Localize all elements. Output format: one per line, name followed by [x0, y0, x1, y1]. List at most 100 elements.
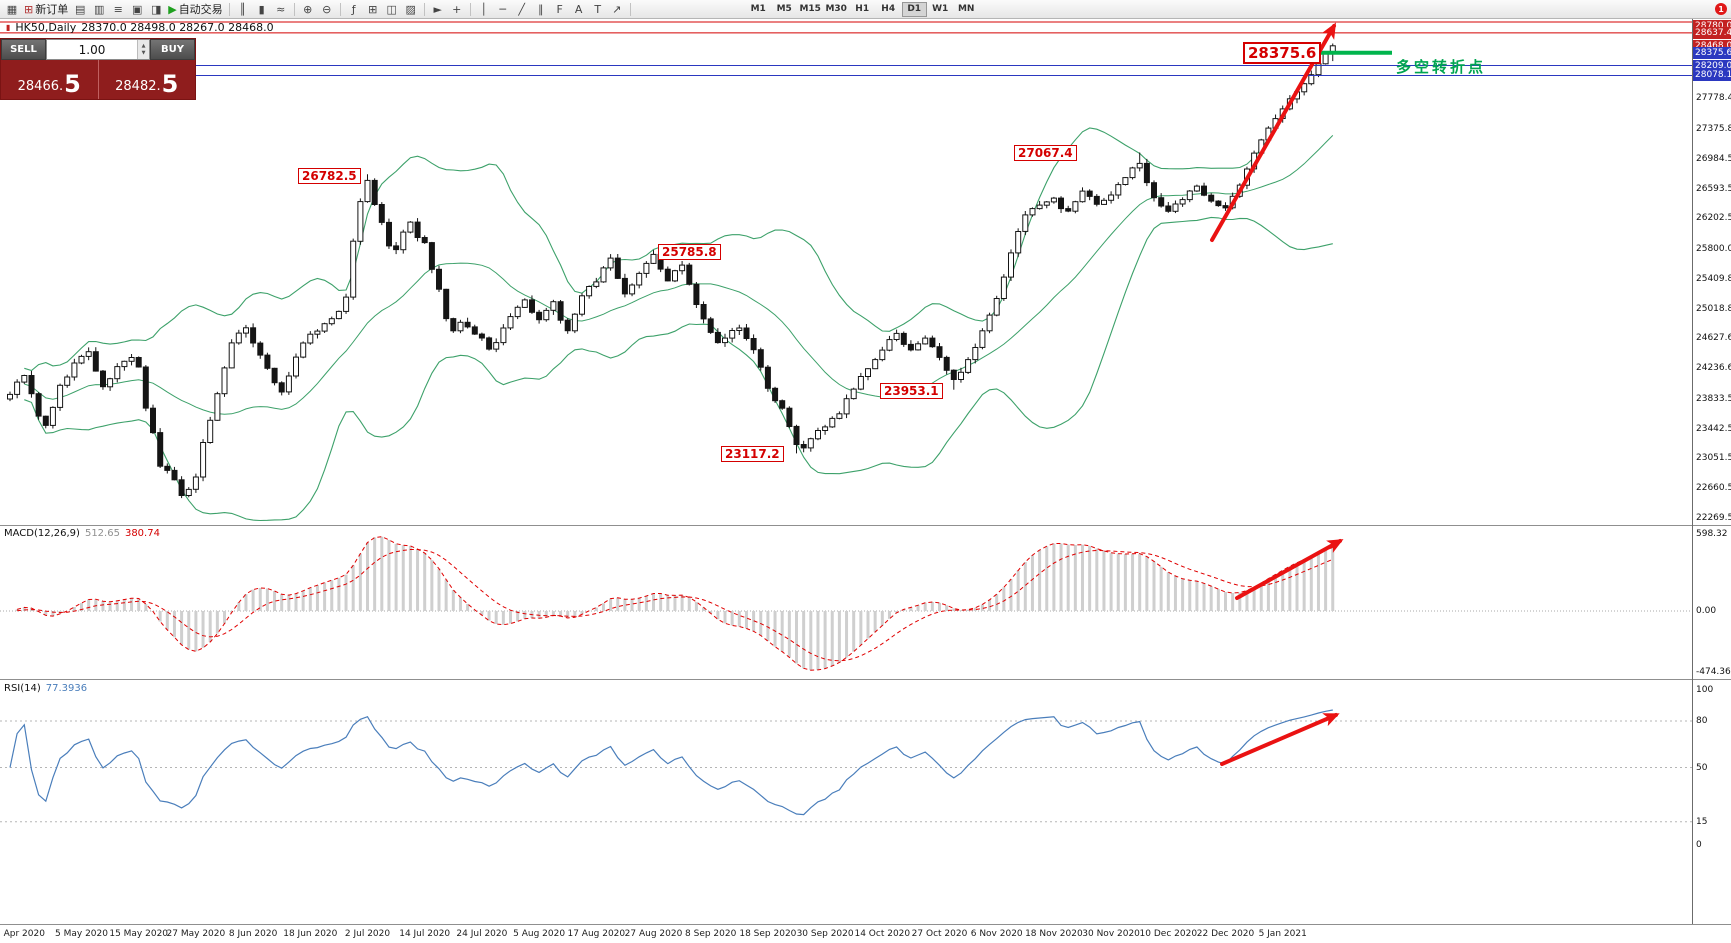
- price-axis-tick: 26202.5: [1696, 213, 1731, 224]
- main-chart-panel: [0, 21, 1692, 522]
- price-axis-border[interactable]: [1692, 19, 1693, 924]
- indicators-button[interactable]: ƒ: [345, 1, 363, 17]
- toolbar-separator: [469, 2, 471, 16]
- volume-stepper[interactable]: ▲ ▼: [137, 40, 149, 59]
- cursor-icon: ►: [433, 2, 442, 16]
- charts-icon-icon: ▦: [6, 2, 18, 16]
- grid-icon: ⊞: [368, 2, 378, 16]
- macd-rsi-separator[interactable]: [0, 679, 1731, 680]
- terminal-button[interactable]: ▣: [128, 1, 146, 17]
- price-callout[interactable]: 25785.8: [658, 244, 721, 260]
- label-button[interactable]: T: [589, 1, 607, 17]
- time-axis-label: 8 Sep 2020: [685, 929, 737, 939]
- channel-button[interactable]: ∥: [532, 1, 550, 17]
- timeframe-d1[interactable]: D1: [901, 1, 927, 17]
- bar-chart-icon: ║: [239, 2, 246, 16]
- sell-price[interactable]: 28466. 5: [1, 60, 98, 99]
- trendline-icon: ╱: [518, 2, 525, 16]
- horizontal-line-icon: ─: [499, 2, 506, 16]
- time-axis-label: 22 Dec 2020: [1196, 929, 1255, 939]
- timeframe-mn[interactable]: MN: [957, 4, 975, 14]
- time-axis-label: 5 May 2020: [55, 929, 108, 939]
- price-axis-tick: 27375.8: [1696, 123, 1731, 134]
- text-button[interactable]: A: [570, 1, 588, 17]
- volume-field[interactable]: 1.00 ▲ ▼: [46, 39, 150, 60]
- zoom-in-button[interactable]: ⊕: [299, 1, 317, 17]
- timeframe-h4[interactable]: H4: [881, 4, 896, 14]
- price-axis-tick: 23833.5: [1696, 393, 1731, 404]
- trend-arrow-object[interactable]: [1220, 713, 1340, 766]
- new-order-icon: ⊞: [24, 2, 34, 16]
- timeframe-m5[interactable]: M5: [776, 4, 792, 14]
- grid-button[interactable]: ⊞: [364, 1, 382, 17]
- timeframe-h1[interactable]: H1: [855, 4, 870, 14]
- time-axis-label: 5 Jan 2021: [1258, 929, 1307, 939]
- candlestick-chart-icon: ▮: [258, 2, 265, 16]
- navigator-button[interactable]: ≡: [109, 1, 127, 17]
- rsi-label: RSI(14) 77.3936: [4, 683, 87, 694]
- timeframe-w1[interactable]: W1: [932, 4, 949, 14]
- price-callout[interactable]: 27067.4: [1014, 145, 1077, 161]
- new-order-button[interactable]: ⊞ 新订单: [22, 1, 70, 17]
- timeframe-m30[interactable]: M30: [825, 4, 847, 14]
- buy-button[interactable]: BUY: [150, 39, 195, 60]
- time-axis-label: 14 Oct 2020: [854, 929, 911, 939]
- time-axis-label: 27 Aug 2020: [624, 929, 683, 939]
- market-watch-button[interactable]: ▤: [71, 1, 89, 17]
- crosshair-button[interactable]: +: [448, 1, 466, 17]
- label-icon: T: [594, 2, 602, 16]
- stepper-up-icon[interactable]: ▲: [141, 42, 146, 49]
- objects-list-icon: ◫: [386, 2, 397, 16]
- price-axis-tick: 24627.6: [1696, 333, 1731, 344]
- one-click-trading-panel: SELL 1.00 ▲ ▼ BUY 28466. 5 28482. 5: [0, 38, 196, 100]
- rsi-panel: [0, 709, 1692, 823]
- arrows-button[interactable]: ↗: [608, 1, 626, 17]
- symbol-period-label: HK50,Daily: [15, 21, 77, 34]
- macd-panel: [0, 536, 1692, 671]
- zoom-out-button[interactable]: ⊖: [318, 1, 336, 17]
- timeframe-m15[interactable]: M15: [799, 4, 821, 14]
- arrows-icon: ↗: [612, 2, 622, 16]
- rsi-axis-tick: 15: [1696, 816, 1708, 827]
- line-chart-button[interactable]: ≈: [272, 1, 290, 17]
- objects-list-button[interactable]: ◫: [383, 1, 401, 17]
- time-axis-label: 27 May 2020: [166, 929, 226, 939]
- price-callout[interactable]: 23117.2: [721, 446, 784, 462]
- horizontal-line-button[interactable]: ─: [494, 1, 512, 17]
- bar-chart-button[interactable]: ║: [234, 1, 252, 17]
- trend-arrow-object[interactable]: [1235, 539, 1344, 600]
- sell-button[interactable]: SELL: [1, 39, 46, 60]
- notification-badge[interactable]: 1: [1715, 3, 1727, 15]
- time-axis-label: 27 Oct 2020: [911, 929, 968, 939]
- indicators-icon: ƒ: [351, 2, 356, 16]
- trendline-button[interactable]: ╱: [513, 1, 531, 17]
- charts-icon-button[interactable]: ▦: [3, 1, 21, 17]
- price-callout[interactable]: 26782.5: [298, 168, 361, 184]
- main-macd-separator[interactable]: [0, 525, 1731, 526]
- templates-button[interactable]: ▨: [402, 1, 420, 17]
- macd-signal-value: 380.74: [124, 528, 160, 539]
- buy-price[interactable]: 28482. 5: [99, 60, 196, 99]
- fibonacci-button[interactable]: F: [551, 1, 569, 17]
- price-callout[interactable]: 28375.6: [1243, 42, 1322, 64]
- stepper-down-icon[interactable]: ▼: [141, 49, 146, 56]
- timeframe-m1[interactable]: M1: [750, 4, 766, 14]
- candlestick-chart-button[interactable]: ▮: [253, 1, 271, 17]
- time-axis-label: 2 Jul 2020: [344, 929, 391, 939]
- time-axis-label: 6 Nov 2020: [970, 929, 1023, 939]
- macd-axis-tick: -474.36: [1696, 667, 1731, 677]
- price-axis-tick: 26984.5: [1696, 153, 1731, 164]
- strategy-tester-button[interactable]: ◨: [147, 1, 165, 17]
- volume-value[interactable]: 1.00: [78, 42, 106, 57]
- price-callout[interactable]: 23953.1: [880, 383, 943, 399]
- autotrading-button[interactable]: ▶ 自动交易: [166, 1, 224, 17]
- time-axis-label: 8 Jun 2020: [228, 929, 278, 939]
- vertical-line-button[interactable]: │: [475, 1, 493, 17]
- toolbar-separator: [629, 2, 631, 16]
- cursor-button[interactable]: ►: [429, 1, 447, 17]
- data-window-button[interactable]: ▥: [90, 1, 108, 17]
- time-axis-label: 10 Dec 2020: [1139, 929, 1198, 939]
- rsi-axis-tick: 100: [1696, 685, 1714, 695]
